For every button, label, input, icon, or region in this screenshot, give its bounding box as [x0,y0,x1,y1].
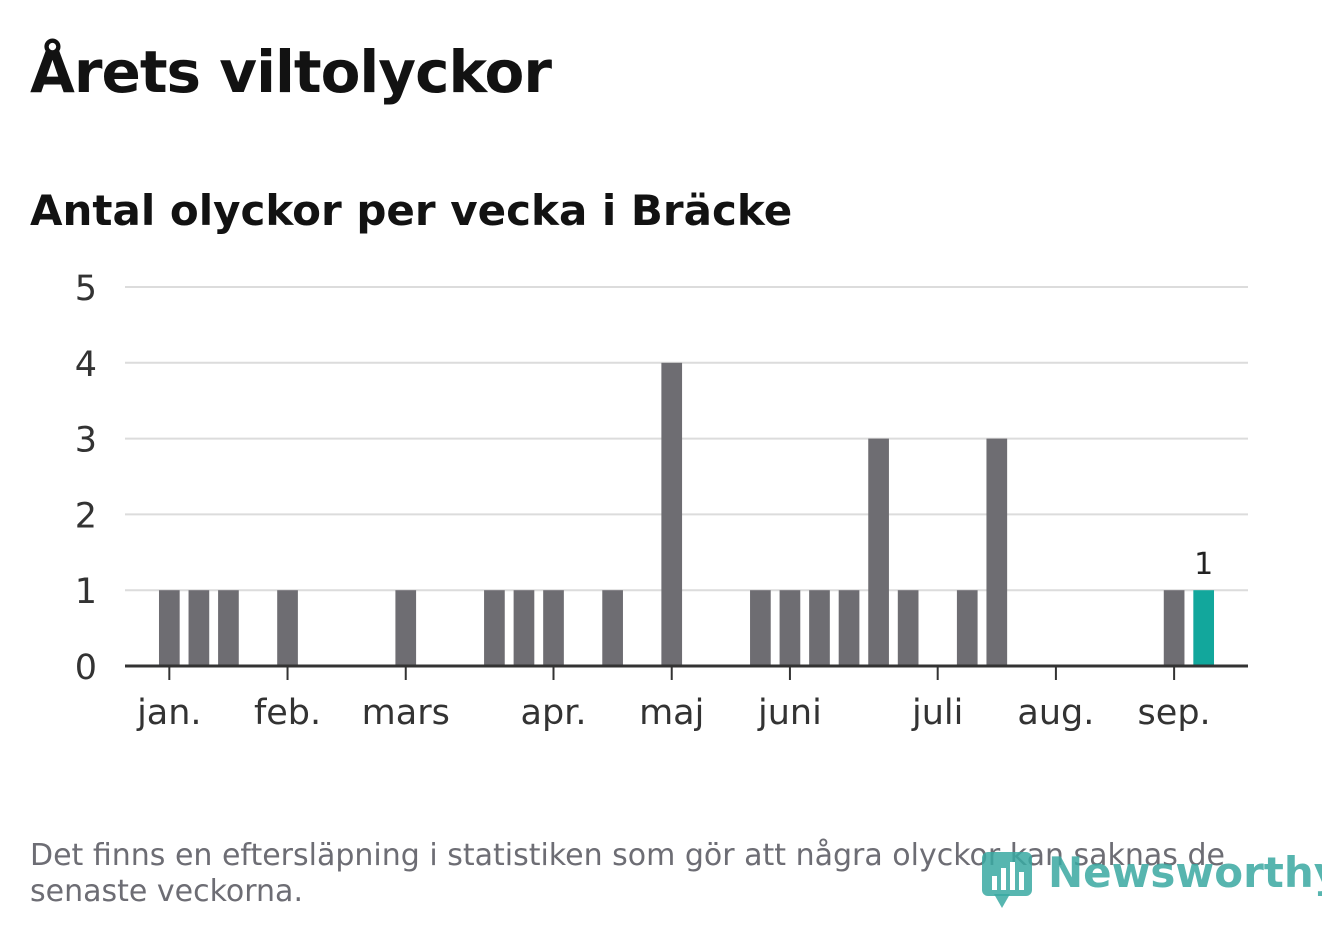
bar [750,590,771,666]
x-tick-label: mars [362,693,450,733]
x-tick-label: jan. [136,693,201,733]
chart-subtitle: Antal olyckor per vecka i Bräcke [30,186,793,235]
bar [897,590,919,666]
bar [158,590,180,666]
data-label: 1 [1194,547,1213,582]
bar [661,362,683,666]
x-tick-label: maj [639,693,704,733]
bar [868,438,889,666]
chart-title: Årets viltolyckor [30,38,552,106]
bar [543,590,564,666]
x-tick-label: juni [757,693,822,733]
y-tick-label: 5 [75,269,97,309]
y-tick-label: 4 [75,345,97,385]
y-tick-label: 2 [75,496,97,536]
bar-chart: 0 1 2 3 4 5 1 jan. feb. mars apr. maj juni juli aug. se… [75,269,1248,733]
bar [218,590,239,666]
bar [956,590,978,666]
bar [277,590,298,666]
bar [602,590,623,666]
bar-highlight [1193,590,1215,666]
bar [188,590,210,666]
newsworthy-logo-icon [982,852,1032,908]
bar [838,590,860,666]
y-tick-label: 3 [75,421,97,461]
bar [513,590,535,666]
y-tick-label: 1 [75,572,97,612]
x-tick-label: apr. [521,693,587,733]
bar [779,590,801,666]
bar [395,590,417,666]
x-tick-label: juli [911,693,963,733]
bar [484,590,505,666]
x-tick-label: sep. [1138,693,1211,733]
x-tick-label: feb. [254,693,321,733]
x-tick-label: aug. [1017,693,1094,733]
newsworthy-logo: Newsworthy [980,846,1322,916]
bar [986,438,1008,666]
logo-text: Newsworthy [1048,848,1322,897]
bar [1163,590,1185,666]
y-tick-label: 0 [75,648,97,688]
bar [809,590,830,666]
